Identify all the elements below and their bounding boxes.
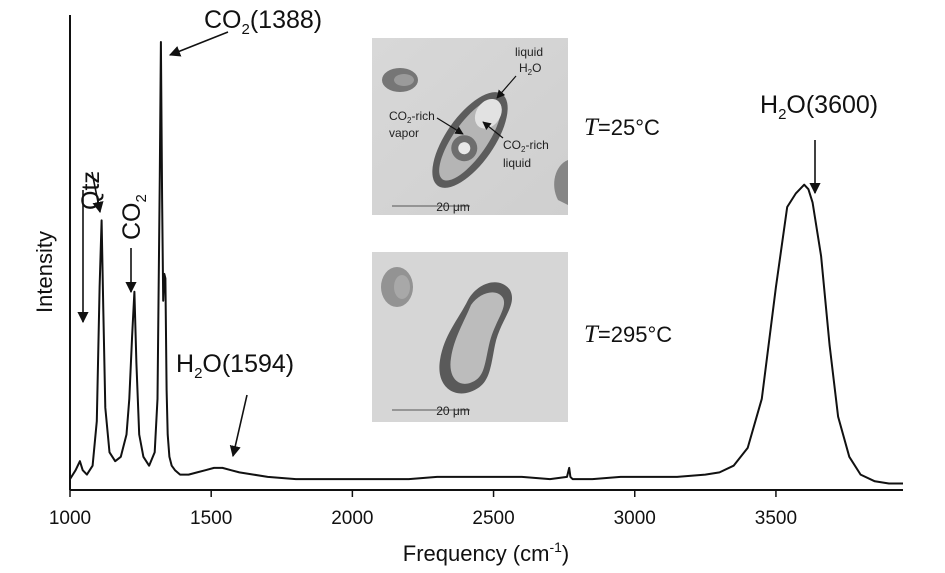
inset-25c-label-liq-co: CO (503, 138, 521, 152)
x-axis-title-main: Frequency (cm (403, 541, 550, 566)
temperature-label-295c-value: =295°C (598, 322, 672, 347)
inset-25c-label-liq-1: CO2-rich (503, 138, 549, 154)
annotation-co2-1388: CO2(1388) (204, 6, 322, 38)
x-tick-label-2500: 2500 (472, 508, 514, 529)
inset-295c-blob-left-inner (394, 275, 410, 299)
annotation-h2o-1594-sub: 2 (194, 365, 202, 382)
annotation-h2o-3600: H2O(3600) (760, 91, 878, 123)
x-axis-title-end: ) (562, 541, 569, 566)
annotation-co2-1388-sub: 2 (242, 21, 250, 38)
inset-25c-arrow-liquid (496, 75, 517, 99)
annotation-h2o-1594-main: H (176, 350, 194, 378)
inset-25c-blob-left-inner (394, 74, 414, 86)
inset-25c-vapor-bubble-core (458, 142, 471, 155)
inset-25c-label-liquid: liquid (515, 45, 543, 59)
x-tick-label-3000: 3000 (614, 508, 656, 529)
inset-25c-label-h2o-sub: 2 (528, 68, 533, 77)
inset-micrograph-295c: 20 μm (372, 252, 568, 422)
inset-25c-label-vapor-co: CO (389, 109, 407, 123)
inset-25c-label-h2o-rest: O (532, 61, 541, 75)
annotation-qtz: Qtz (77, 171, 105, 210)
inset-25c-label-liq-2: liquid (503, 156, 531, 170)
inset-25c-label-vapor-sub: 2 (407, 116, 412, 125)
inset-micrograph-25c: liquid H2O CO2-rich vapor CO2-rich liqui… (372, 38, 568, 215)
annotation-co2-1388-main: CO (204, 6, 242, 34)
arrow-co2-1388 (168, 31, 229, 57)
inset-25c-label-vapor-rest: -rich (411, 109, 434, 123)
annotation-h2o-3600-sub: 2 (778, 106, 786, 123)
inset-295c-scale-label: 20 μm (436, 404, 470, 418)
x-axis-ticks (69, 490, 777, 497)
x-tick-label-2000: 2000 (331, 508, 373, 529)
arrow-h2o-1594 (229, 394, 248, 458)
inset-25c-label-vapor-1: CO2-rich (389, 109, 435, 125)
annotation-h2o-1594: H2O(1594) (176, 350, 294, 382)
annotation-co2-small-main: CO (118, 203, 146, 241)
x-axis-title-sup: -1 (549, 539, 562, 555)
x-axis-tick-labels: 1000 1500 2000 2500 3000 3500 (49, 508, 797, 529)
temperature-label-295c-t: T (584, 321, 600, 348)
inset-25c-inclusion (432, 92, 508, 188)
arrow-qtz-peak (91, 171, 104, 214)
spectrum-series-line (69, 41, 903, 485)
inset-25c-blob-right (554, 160, 568, 205)
temperature-label-25c: T=25°C (584, 114, 660, 141)
inset-25c-arrow-liq (482, 121, 504, 139)
y-axis-title: Intensity (32, 231, 57, 313)
inset-25c-inclusion-top (474, 98, 502, 129)
x-tick-label-3500: 3500 (755, 508, 797, 529)
inset-25c-label-liq-rest: -rich (525, 138, 548, 152)
inset-25c-label-vapor-2: vapor (389, 126, 419, 140)
x-tick-label-1500: 1500 (190, 508, 232, 529)
annotation-co2-small-sub: 2 (133, 194, 150, 202)
x-tick-label-1000: 1000 (49, 508, 91, 529)
annotation-h2o-3600-rest: O(3600) (786, 91, 878, 119)
inset-25c-label-h2o-main: H (519, 61, 528, 75)
inset-25c-label-h2o: H2O (519, 61, 541, 77)
annotation-h2o-1594-rest: O(1594) (202, 350, 294, 378)
annotation-co2-small: CO2 (118, 194, 150, 240)
temperature-label-25c-value: =25°C (598, 115, 660, 140)
inset-25c-scale-label: 20 μm (436, 200, 470, 214)
annotation-h2o-3600-main: H (760, 91, 778, 119)
inset-25c-label-liq-sub: 2 (521, 145, 526, 154)
inset-295c-inclusion-inner (450, 292, 505, 384)
annotation-co2-1388-rest: (1388) (250, 6, 322, 34)
inset-25c-arrow-vapor (436, 117, 464, 135)
temperature-label-295c: T=295°C (584, 321, 672, 348)
temperature-label-25c-t: T (584, 114, 600, 141)
x-axis-title: Frequency (cm-1) (403, 539, 570, 566)
